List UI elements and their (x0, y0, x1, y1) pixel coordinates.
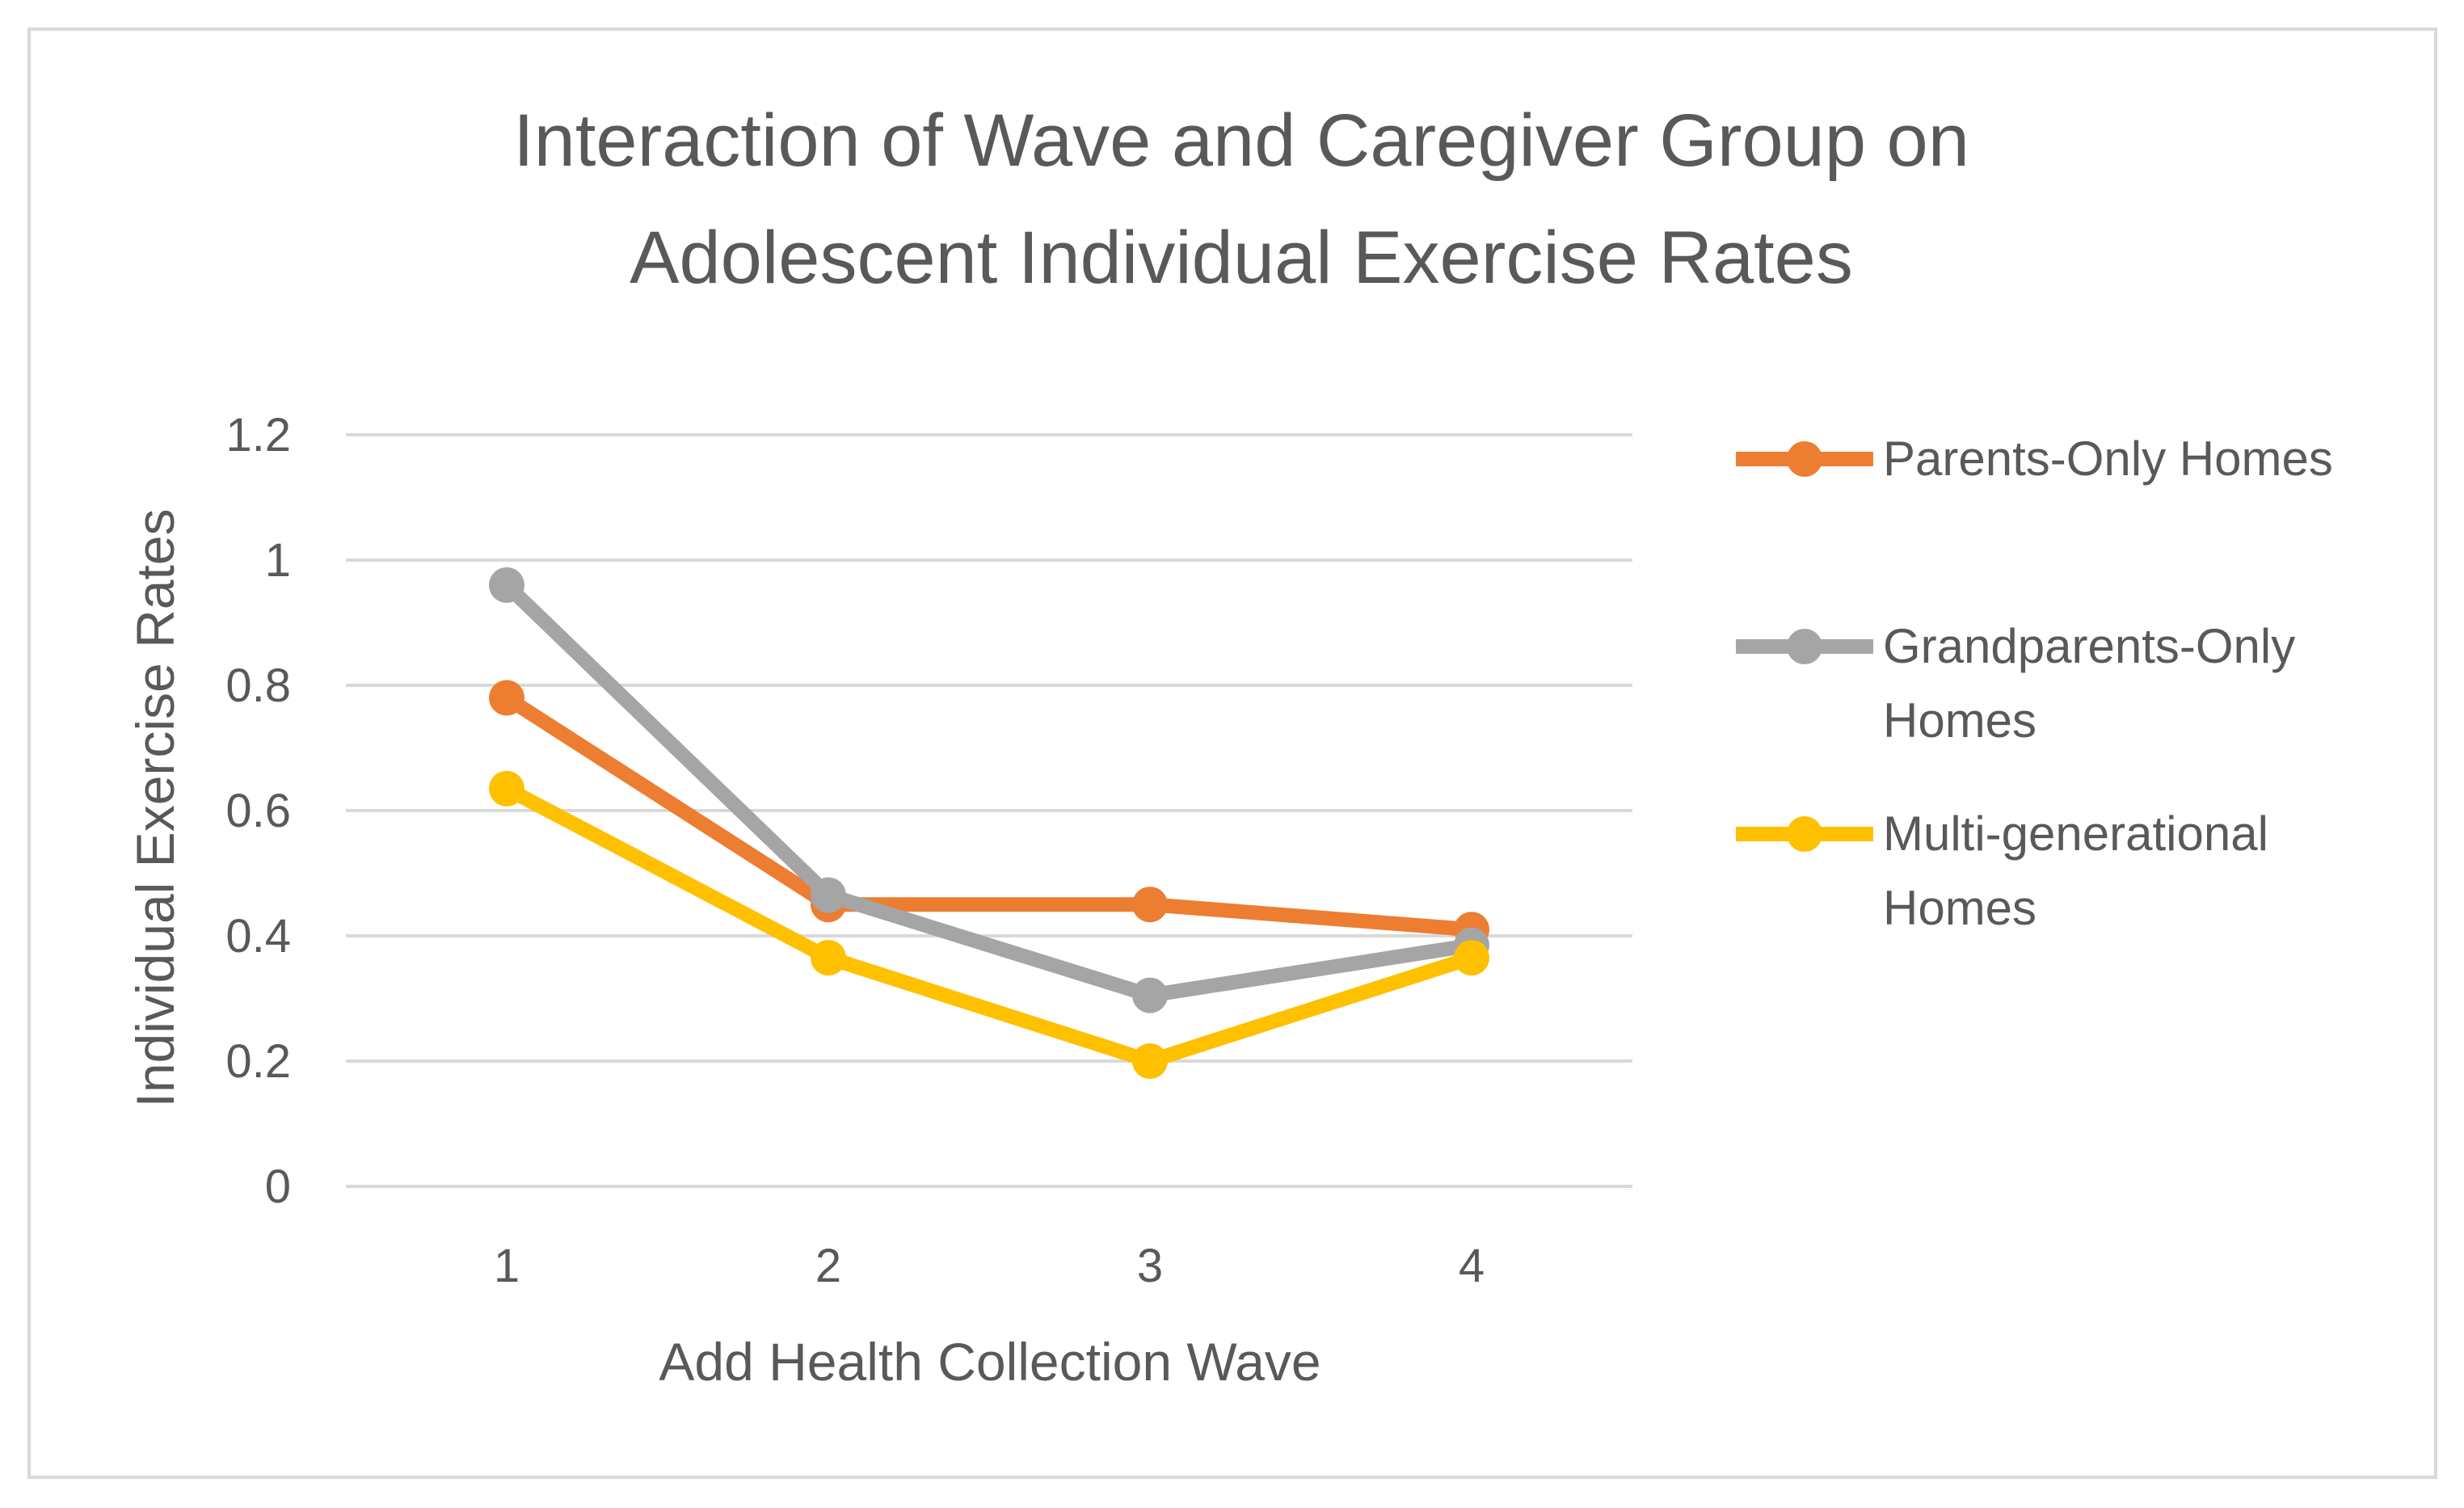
chart-title-line-1: Interaction of Wave and Caregiver Group … (513, 99, 1969, 182)
data-point (1132, 977, 1168, 1013)
legend-entry: Multi-generational Homes (1736, 807, 2268, 935)
data-point (489, 680, 524, 716)
data-point (811, 877, 846, 913)
y-tick-label: 1 (265, 534, 291, 587)
x-axis-tick-labels: 1 2 3 4 (494, 1240, 1485, 1292)
series-line (499, 690, 1479, 937)
x-tick-label: 3 (1137, 1240, 1163, 1292)
x-tick-label: 2 (815, 1240, 841, 1292)
y-tick-label: 0.2 (225, 1035, 291, 1088)
y-tick-label: 0.4 (225, 910, 291, 963)
legend-entry: Parents-Only Homes (1736, 432, 2333, 486)
series-3 (489, 770, 1489, 1079)
y-tick-label: 0.6 (225, 785, 291, 837)
data-point (1132, 1043, 1168, 1079)
x-tick-label: 4 (1459, 1240, 1485, 1292)
series-lines (489, 567, 1489, 1079)
chart-area (27, 27, 2437, 1479)
legend-label: Parents-Only Homes (1883, 432, 2333, 486)
data-point (489, 567, 524, 603)
legend: Parents-Only Homes Grandparents-Only Homes… (1736, 432, 2333, 935)
legend-label: Homes (1883, 693, 2036, 748)
y-axis-title: Individual Exercise Rates (125, 508, 185, 1107)
y-tick-label: 0.8 (225, 659, 291, 712)
x-tick-label: 1 (494, 1240, 520, 1292)
data-point (1454, 940, 1489, 976)
legend-marker (1787, 441, 1822, 477)
chart-title-line-2: Adolescent Individual Exercise Rates (630, 217, 1853, 299)
data-point (1132, 887, 1168, 923)
x-axis-title: Add Health Collection Wave (659, 1332, 1320, 1392)
legend-label: Grandparents-Only (1883, 619, 2295, 673)
series-line (499, 781, 1479, 1068)
y-tick-label: 0 (265, 1160, 291, 1213)
legend-entry: Grandparents-Only Homes (1736, 619, 2295, 748)
gridlines (346, 433, 1632, 1188)
series-line (499, 578, 1479, 1003)
legend-label: Homes (1883, 881, 2036, 935)
y-tick-label: 1.2 (225, 409, 291, 461)
data-point (811, 940, 846, 976)
legend-marker (1787, 629, 1822, 664)
legend-label: Multi-generational (1883, 807, 2268, 861)
chart-title: Interaction of Wave and Caregiver Group … (513, 99, 1969, 299)
legend-marker (1787, 816, 1822, 852)
y-axis-tick-labels: 0 0.2 0.4 0.6 0.8 1 1.2 (225, 409, 291, 1213)
data-point (489, 770, 524, 807)
